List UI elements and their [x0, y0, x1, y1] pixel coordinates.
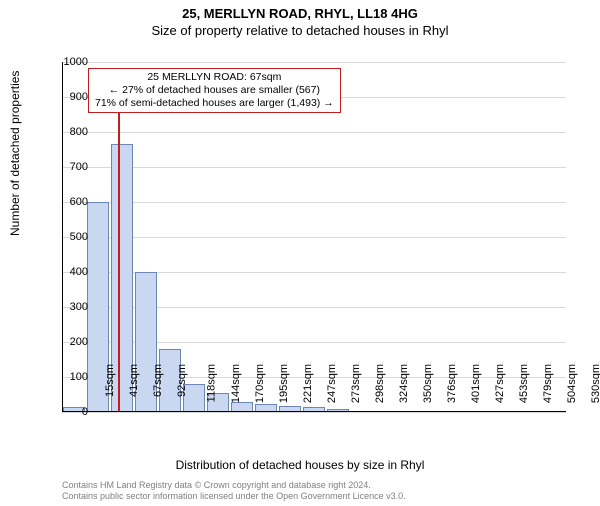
grid-line	[62, 237, 566, 238]
x-axis-label: Distribution of detached houses by size …	[0, 458, 600, 472]
annotation-line-1: 25 MERLLYN ROAD: 67sqm	[95, 71, 334, 84]
annotation-line-3: 71% of semi-detached houses are larger (…	[95, 97, 334, 110]
xtick-label: 247sqm	[326, 364, 338, 403]
ytick-label: 300	[50, 301, 88, 313]
grid-line	[62, 167, 566, 168]
ytick-label: 700	[50, 161, 88, 173]
attribution-line-1: Contains HM Land Registry data © Crown c…	[62, 480, 406, 491]
ytick-label: 600	[50, 196, 88, 208]
property-annotation: 25 MERLLYN ROAD: 67sqm ← 27% of detached…	[88, 68, 341, 113]
grid-line	[62, 62, 566, 63]
annotation-line-2: ← 27% of detached houses are smaller (56…	[95, 84, 334, 97]
property-marker-line	[118, 97, 120, 412]
ytick-label: 800	[50, 126, 88, 138]
x-axis-line	[62, 411, 566, 412]
xtick-label: 92sqm	[176, 364, 188, 397]
xtick-label: 401sqm	[470, 364, 482, 403]
ytick-label: 500	[50, 231, 88, 243]
xtick-label: 67sqm	[152, 364, 164, 397]
xtick-label: 195sqm	[278, 364, 290, 403]
xtick-label: 221sqm	[302, 364, 314, 403]
page-title: 25, MERLLYN ROAD, RHYL, LL18 4HG	[0, 6, 600, 21]
xtick-label: 376sqm	[446, 364, 458, 403]
xtick-label: 273sqm	[350, 364, 362, 403]
ytick-label: 900	[50, 91, 88, 103]
grid-line	[62, 412, 566, 413]
attribution-text: Contains HM Land Registry data © Crown c…	[62, 480, 406, 502]
xtick-label: 504sqm	[566, 364, 578, 403]
xtick-label: 144sqm	[230, 364, 242, 403]
ytick-label: 100	[50, 371, 88, 383]
chart-plot-area	[62, 62, 566, 412]
ytick-label: 200	[50, 336, 88, 348]
ytick-label: 400	[50, 266, 88, 278]
xtick-label: 15sqm	[104, 364, 116, 397]
xtick-label: 427sqm	[494, 364, 506, 403]
ytick-label: 1000	[50, 56, 88, 68]
xtick-label: 170sqm	[254, 364, 266, 403]
xtick-label: 324sqm	[398, 364, 410, 403]
xtick-label: 453sqm	[518, 364, 530, 403]
xtick-label: 298sqm	[374, 364, 386, 403]
ytick-label: 0	[50, 406, 88, 418]
xtick-label: 41sqm	[128, 364, 140, 397]
xtick-label: 530sqm	[590, 364, 600, 403]
xtick-label: 350sqm	[422, 364, 434, 403]
xtick-label: 118sqm	[205, 364, 217, 402]
y-axis-label: Number of detached properties	[8, 71, 22, 236]
attribution-line-2: Contains public sector information licen…	[62, 491, 406, 502]
grid-line	[62, 202, 566, 203]
xtick-label: 479sqm	[542, 364, 554, 403]
page-subtitle: Size of property relative to detached ho…	[0, 23, 600, 38]
grid-line	[62, 132, 566, 133]
